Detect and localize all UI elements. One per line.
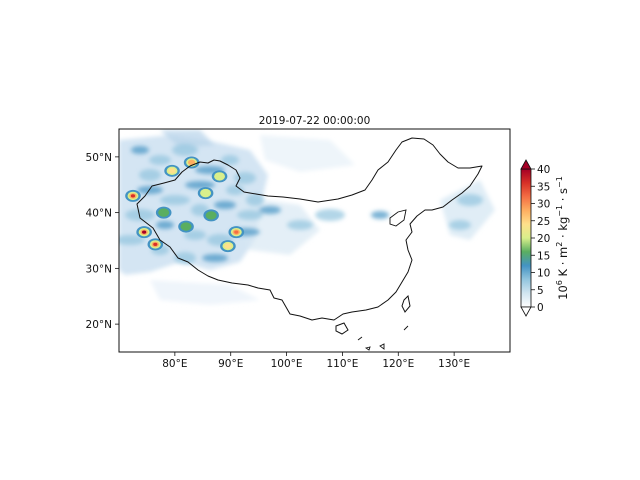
field-blob	[160, 195, 190, 205]
field-blob	[125, 209, 155, 221]
colorbar-label-m-exp: 2	[555, 242, 564, 247]
island-dash-2	[357, 336, 363, 341]
field-patch-mongolia	[260, 135, 355, 172]
flux-field	[119, 130, 495, 305]
field-blob	[234, 172, 256, 184]
longitude-ticks: 80°E 90°E 100°E 110°E 120°E 130°E	[162, 352, 470, 370]
colorbar-tick-label: 5	[537, 285, 544, 297]
colorbar-tick-label: 35	[537, 181, 550, 193]
latitude-ticks: 20°N 30°N 40°N 50°N	[86, 152, 119, 331]
field-blob	[287, 220, 313, 230]
field-hotspots	[125, 156, 245, 253]
colorbar-tick-label: 30	[537, 199, 550, 211]
field-blob	[172, 144, 198, 156]
colorbar-label-kg-exp: −1	[555, 205, 564, 217]
colorbar-tick-label: 10	[537, 268, 550, 280]
plot-title: 2019-07-22 00:00:00	[259, 115, 371, 127]
hotspot-contour	[161, 211, 166, 215]
field-blob	[131, 146, 149, 154]
map-panel	[118, 128, 511, 353]
colorbar-label-s-exp: −1	[555, 176, 564, 188]
colorbar-tick-label: 40	[537, 164, 550, 176]
field-blob	[139, 169, 161, 181]
hotspot-contour	[183, 224, 189, 229]
lon-tick-label: 120°E	[382, 358, 414, 370]
hotspot-contour	[234, 230, 239, 234]
field-blob	[371, 211, 389, 219]
lat-tick-label: 40°N	[86, 208, 112, 220]
field-patch-north	[160, 130, 215, 148]
colorbar-min-extend	[520, 306, 532, 317]
field-blob	[156, 221, 174, 229]
colorbar-label-base: 10	[556, 285, 570, 300]
hotspot-contour	[189, 160, 194, 165]
hotspot-contour	[142, 230, 147, 234]
field-blob	[214, 201, 236, 209]
lon-tick-label: 130°E	[438, 358, 470, 370]
colorbar-ticks: 0 5 10 15 20 25 30 35 40	[531, 164, 550, 314]
field-blob	[457, 194, 483, 206]
island-dot-2	[364, 346, 371, 351]
china-boundary-outline	[136, 137, 483, 321]
hotspot-contour	[169, 169, 175, 173]
colorbar-label-s: · s	[556, 188, 570, 205]
hotspot-contour	[130, 194, 136, 198]
colorbar-label: 106 K · m2 · kg−1 · s−1	[555, 176, 570, 300]
colorbar-label-kg: · kg	[556, 217, 570, 242]
hainan-island-outline	[335, 322, 349, 335]
lon-tick-label: 90°E	[218, 358, 243, 370]
field-blob	[185, 181, 215, 189]
hotspot-contour	[225, 244, 231, 248]
hotspot-contour	[203, 191, 208, 195]
hotspot-contour	[209, 213, 214, 218]
field-blob	[315, 209, 345, 221]
colorbar-max-extend	[520, 159, 532, 170]
field-blob	[221, 155, 239, 165]
field-blob	[259, 206, 281, 214]
field-patch-central	[230, 195, 320, 255]
lon-tick-label: 80°E	[162, 358, 187, 370]
field-blob	[149, 155, 171, 165]
field-blob	[174, 252, 196, 264]
taiwan-island-outline	[401, 294, 411, 313]
colorbar-tick-label: 20	[537, 233, 550, 245]
lat-tick-label: 20°N	[86, 319, 112, 331]
field-blob	[184, 230, 206, 240]
lat-tick-label: 30°N	[86, 263, 112, 275]
colorbar-tick-label: 25	[537, 216, 550, 228]
field-blob	[237, 210, 263, 220]
island-dot-1	[379, 343, 385, 350]
field-blob	[226, 185, 244, 195]
colorbar-tick-label: 0	[537, 302, 544, 314]
lon-tick-label: 110°E	[326, 358, 358, 370]
field-blob	[202, 254, 228, 262]
field-blob	[137, 186, 163, 194]
field-patch-south	[150, 280, 260, 305]
field-blob	[449, 220, 471, 230]
field-blob	[119, 235, 145, 245]
field-blob	[246, 194, 264, 206]
bohai-bay-outline	[389, 209, 407, 227]
lon-tick-label: 100°E	[271, 358, 303, 370]
island-dash-1	[403, 325, 409, 331]
hotspot-contour	[153, 242, 158, 247]
colorbar-body	[520, 168, 532, 308]
colorbar-label-units: K · m	[556, 247, 570, 280]
colorbar-tick-label: 15	[537, 250, 550, 262]
lat-tick-label: 50°N	[86, 152, 112, 164]
hotspot-contour	[217, 174, 222, 178]
map-frame	[118, 128, 511, 353]
colorbar-label-exp: 6	[555, 280, 564, 285]
